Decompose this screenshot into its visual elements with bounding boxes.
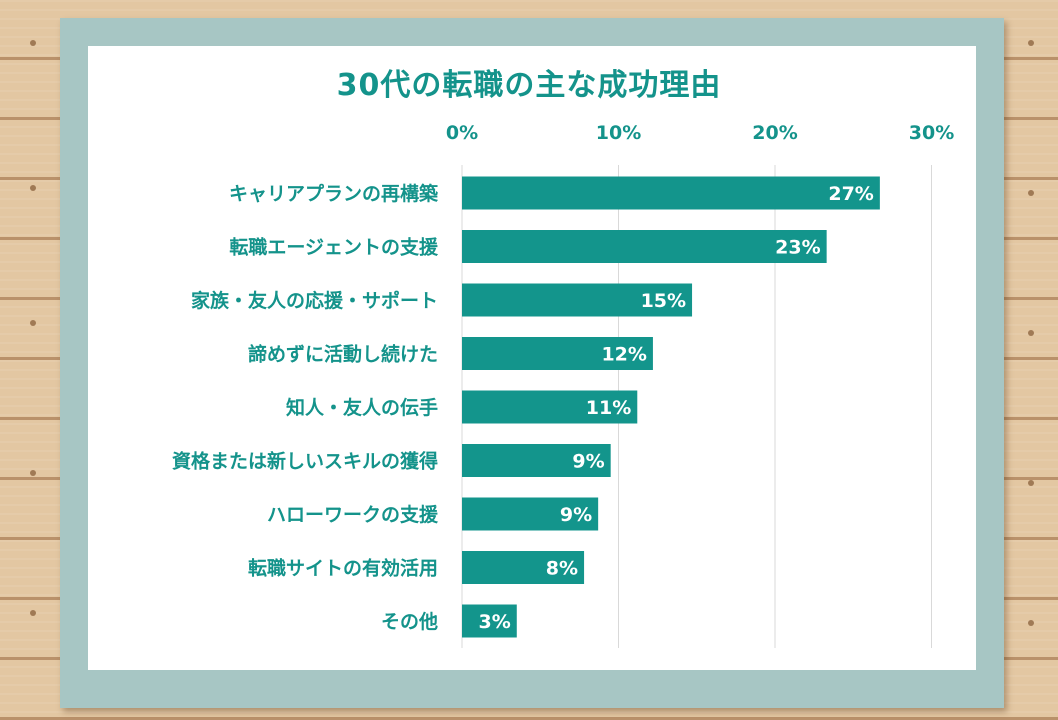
bar [462,230,827,263]
x-tick-label: 10% [596,122,641,144]
data-label: 15% [641,290,686,312]
nail [1028,620,1034,626]
category-label: キャリアプランの再構築 [229,182,439,205]
data-label: 3% [479,611,511,633]
category-label: その他 [381,610,438,633]
nail [1028,40,1034,46]
bar [462,551,585,584]
nail [30,470,36,476]
chart-title: 30代の転職の主な成功理由 [336,68,722,103]
bar [462,283,693,317]
bar [462,390,638,424]
data-label: 23% [775,237,820,259]
bar [462,176,880,210]
nail [30,185,36,191]
category-label: 資格または新しいスキルの獲得 [172,450,438,473]
x-tick-label: 30% [909,122,954,144]
x-tick-label: 20% [752,122,797,144]
nail [30,320,36,326]
nail [1028,190,1034,196]
category-label: ハローワークの支援 [267,503,439,526]
bar [462,604,517,638]
data-label: 11% [586,397,631,419]
nail [30,40,36,46]
data-label: 27% [828,183,873,205]
category-label: 知人・友人の伝手 [286,396,438,419]
nail [30,610,36,616]
data-label: 9% [560,504,592,526]
x-tick-label: 0% [446,122,478,144]
data-label: 9% [572,451,604,473]
bar [462,497,599,531]
nail [1028,480,1034,486]
category-label: 転職エージェントの支援 [229,236,439,259]
category-label: 家族・友人の応援・サポート [191,289,438,312]
data-label: 12% [601,344,646,366]
category-label: 諦めずに活動し続けた [248,343,438,366]
nail [1028,330,1034,336]
bar [462,337,653,370]
category-label: 転職サイトの有効活用 [248,557,438,580]
data-label: 8% [546,558,578,580]
bar [462,444,611,477]
